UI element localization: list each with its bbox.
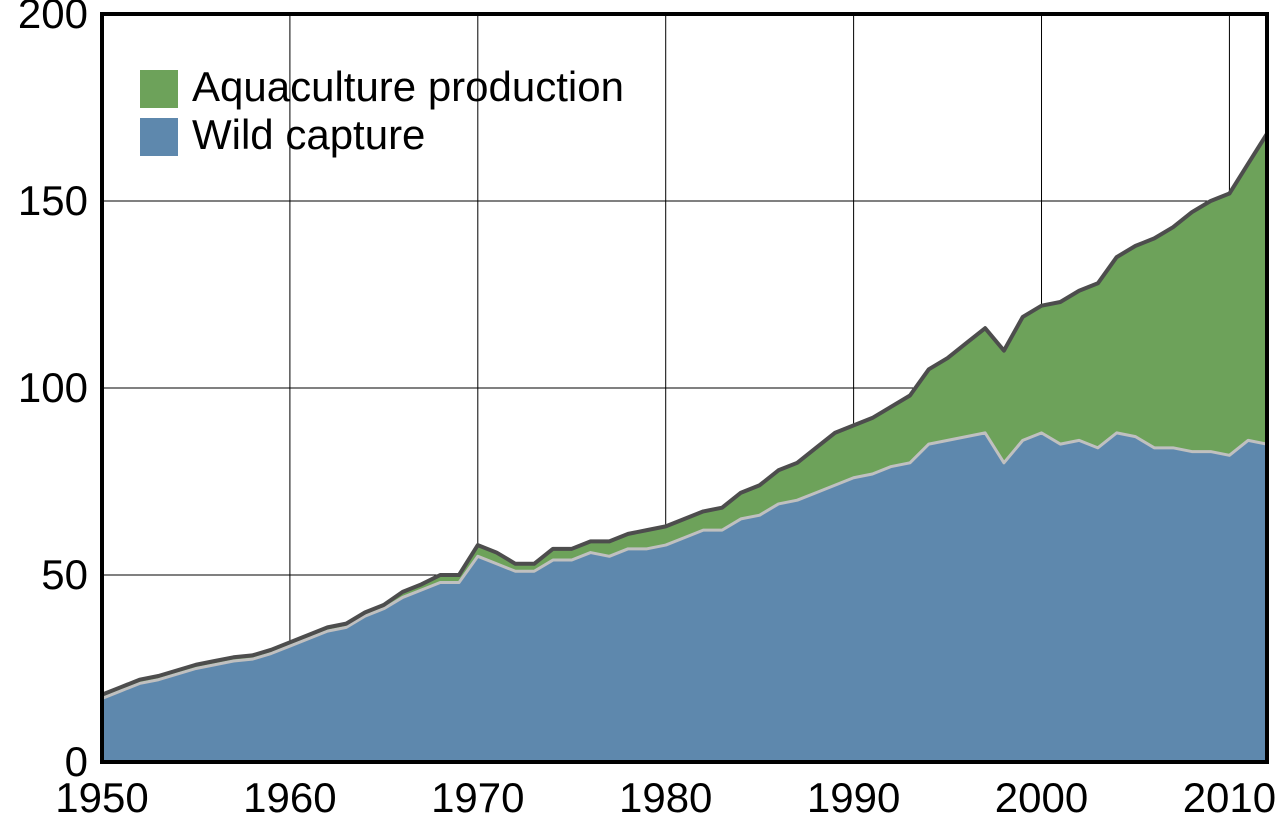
x-tick-label: 1960 bbox=[243, 774, 336, 821]
y-tick-label: 200 bbox=[18, 0, 88, 37]
x-tick-label: 1970 bbox=[431, 774, 524, 821]
y-tick-label: 100 bbox=[18, 364, 88, 411]
legend-swatch bbox=[140, 70, 178, 108]
y-tick-label: 0 bbox=[65, 738, 88, 785]
x-tick-label: 2000 bbox=[995, 774, 1088, 821]
x-tick-label: 1980 bbox=[619, 774, 712, 821]
stacked-area-chart: 1950196019701980199020002010050100150200… bbox=[0, 0, 1288, 838]
x-tick-label: 2010 bbox=[1183, 774, 1276, 821]
x-tick-label: 1990 bbox=[807, 774, 900, 821]
legend-label: Wild capture bbox=[192, 111, 425, 158]
legend-swatch bbox=[140, 118, 178, 156]
legend-label: Aquaculture production bbox=[192, 63, 624, 110]
y-tick-label: 150 bbox=[18, 177, 88, 224]
y-tick-label: 50 bbox=[41, 551, 88, 598]
